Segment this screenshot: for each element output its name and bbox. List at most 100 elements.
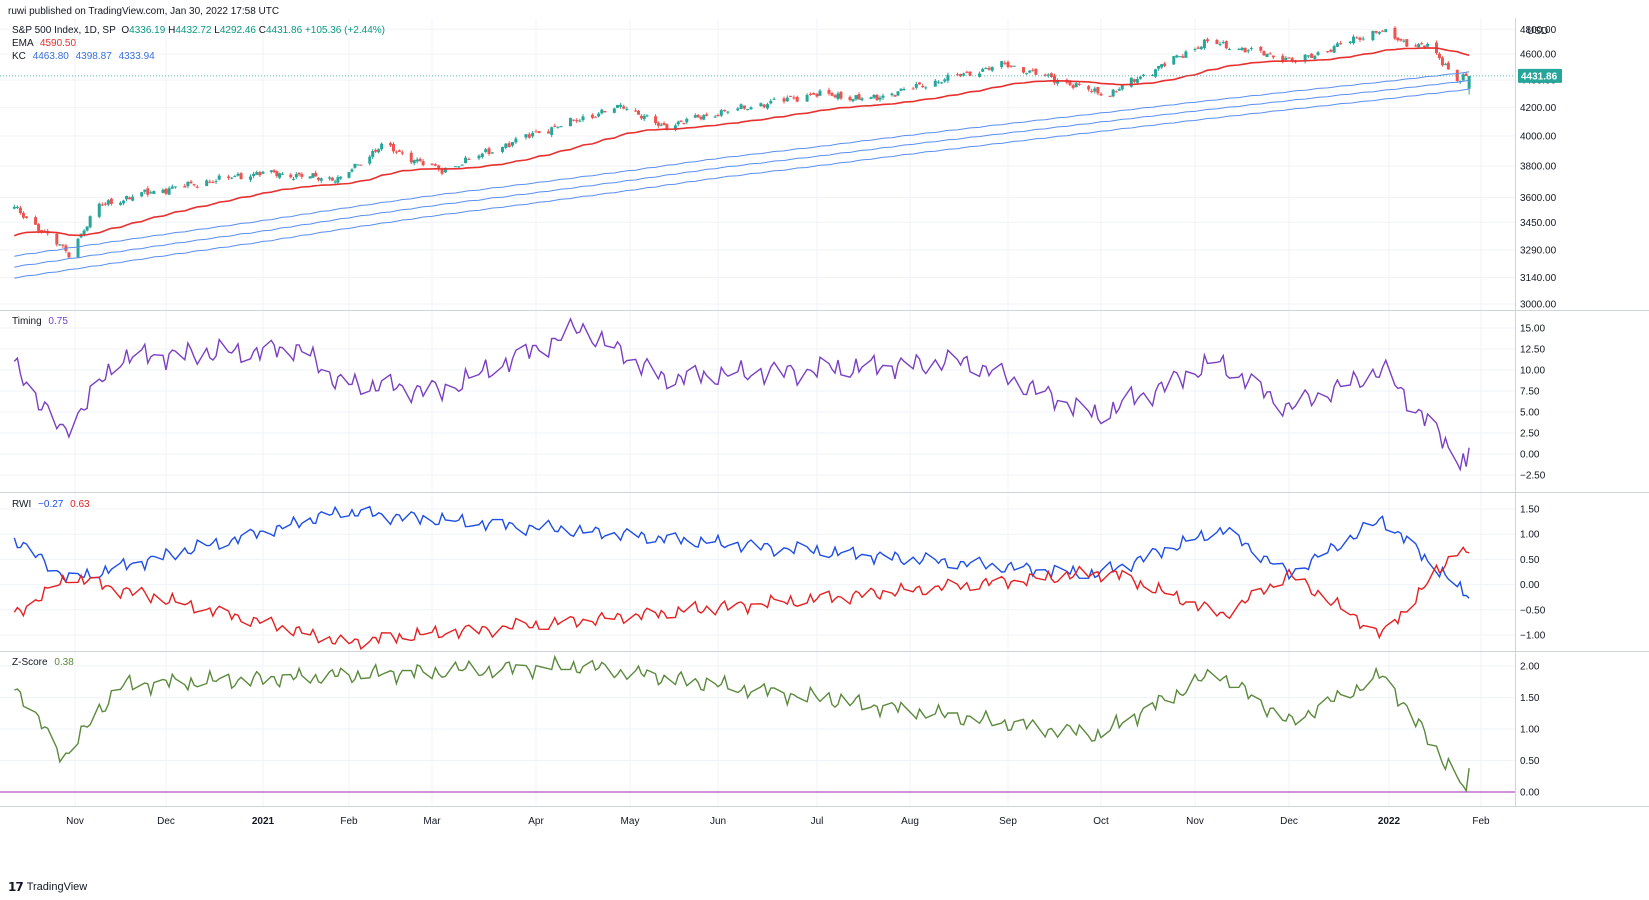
candle-body bbox=[507, 143, 511, 147]
candle-body bbox=[300, 174, 304, 177]
candle-body bbox=[1151, 74, 1155, 76]
candle-body bbox=[746, 109, 750, 111]
price-axis[interactable]: 4800.004600.004400.004200.004000.003800.… bbox=[1518, 25, 1562, 799]
rwi-low-line bbox=[13, 546, 1470, 651]
candle-body bbox=[122, 200, 126, 204]
candle-body bbox=[896, 91, 900, 96]
candle-body bbox=[214, 181, 218, 183]
candle-body bbox=[1246, 50, 1250, 52]
candle-body bbox=[769, 100, 773, 104]
candle-body bbox=[1271, 55, 1275, 58]
candle-body bbox=[1268, 53, 1272, 55]
candle-body bbox=[1227, 49, 1231, 51]
candle-body bbox=[603, 110, 607, 113]
candle-body bbox=[890, 93, 894, 96]
candle-body bbox=[1335, 43, 1339, 47]
legend-rwi-label: RWI bbox=[12, 499, 32, 510]
candle-body bbox=[1313, 55, 1317, 59]
candle-body bbox=[911, 88, 915, 90]
candle-body bbox=[347, 172, 351, 178]
zscore-tick-label: 1.50 bbox=[1520, 693, 1540, 704]
candle-body bbox=[1332, 46, 1336, 53]
candle-body bbox=[186, 181, 190, 187]
legend-open-label: O bbox=[121, 25, 130, 36]
candle-body bbox=[131, 196, 135, 201]
footer-brand[interactable]: 𝟭𝟳 TradingView bbox=[8, 880, 87, 894]
candle-body bbox=[292, 178, 296, 180]
candle-body bbox=[261, 171, 265, 174]
candle-body bbox=[1120, 85, 1124, 90]
candle-body bbox=[1249, 48, 1253, 50]
candle-body bbox=[15, 207, 19, 209]
candle-body bbox=[682, 122, 686, 124]
candle-body bbox=[978, 73, 982, 77]
candle-body bbox=[371, 151, 375, 157]
price-tick-label: 4000.00 bbox=[1520, 131, 1557, 142]
candle-body bbox=[872, 95, 876, 98]
time-axis[interactable]: Nov Dec 2021 Feb Mar Apr May Jun Jul Aug Sep Oct Nov… bbox=[66, 816, 1490, 827]
candle-body bbox=[484, 149, 488, 152]
candle-body bbox=[749, 107, 753, 110]
candle-body bbox=[1117, 89, 1121, 91]
candle-body bbox=[1202, 39, 1206, 49]
candle-body bbox=[639, 115, 643, 119]
candle-body bbox=[1181, 56, 1185, 58]
legend-kc[interactable]: KC 4463.80 4398.87 4333.94 bbox=[12, 51, 155, 62]
candle-body bbox=[527, 134, 531, 138]
legend-high: 4432.72 bbox=[175, 25, 212, 36]
candle-body bbox=[1310, 53, 1314, 58]
candle-body bbox=[1053, 75, 1056, 83]
candle-body bbox=[350, 169, 354, 172]
candle-body bbox=[1446, 62, 1450, 70]
candle-body bbox=[24, 216, 28, 218]
candle-body bbox=[248, 176, 252, 180]
candle-body bbox=[1071, 85, 1075, 88]
pane-separators bbox=[0, 18, 1649, 807]
rwi-tick-label: 1.00 bbox=[1520, 530, 1540, 541]
candle-body bbox=[893, 95, 897, 97]
legend-timing[interactable]: Timing 0.75 bbox=[12, 316, 68, 327]
timing-tick-label: 5.00 bbox=[1520, 408, 1540, 419]
candle-body bbox=[1381, 30, 1385, 32]
candle-body bbox=[1009, 65, 1013, 67]
price-tick-label: 3000.00 bbox=[1520, 300, 1557, 311]
candle-body bbox=[921, 85, 925, 87]
timing-series bbox=[13, 317, 1470, 472]
candle-body bbox=[1049, 73, 1053, 78]
candle-body bbox=[1025, 73, 1029, 75]
candle-body bbox=[645, 115, 649, 117]
candle-body bbox=[860, 98, 864, 101]
candle-body bbox=[1316, 52, 1320, 55]
candle-body bbox=[1303, 54, 1307, 62]
candle-body bbox=[217, 175, 221, 180]
candle-body bbox=[1111, 89, 1115, 97]
candle-body bbox=[328, 177, 332, 179]
time-tick-label: Apr bbox=[528, 816, 544, 827]
candle-body bbox=[1352, 36, 1356, 44]
time-tick-label: May bbox=[621, 816, 640, 827]
candle-body bbox=[1374, 30, 1378, 33]
candle-body bbox=[189, 181, 193, 184]
candle-body bbox=[899, 88, 903, 91]
candle-body bbox=[702, 115, 706, 120]
candle-body bbox=[239, 173, 243, 180]
candle-body bbox=[394, 151, 398, 153]
legend-zscore[interactable]: Z-Score 0.38 bbox=[12, 657, 74, 668]
candle-body bbox=[192, 184, 196, 186]
candle-body bbox=[233, 176, 237, 178]
legend-rwi-high: −0.27 bbox=[38, 499, 64, 510]
candle-body bbox=[1437, 53, 1441, 59]
time-tick-label: Feb bbox=[340, 816, 358, 827]
candle-body bbox=[933, 80, 937, 87]
candle-body bbox=[693, 115, 697, 118]
time-tick-label: Sep bbox=[999, 816, 1017, 827]
candle-body bbox=[12, 206, 16, 209]
legend-rwi[interactable]: RWI −0.27 0.63 bbox=[12, 499, 90, 510]
legend-ema-label: EMA bbox=[12, 38, 34, 49]
candle-body bbox=[514, 138, 518, 143]
legend-ohlc[interactable]: S&P 500 Index, 1D, SP O4336.19 H4432.72 … bbox=[12, 25, 385, 36]
candle-body bbox=[1405, 39, 1409, 47]
time-tick-label: Dec bbox=[1280, 816, 1298, 827]
legend-ema[interactable]: EMA 4590.50 bbox=[12, 38, 76, 49]
